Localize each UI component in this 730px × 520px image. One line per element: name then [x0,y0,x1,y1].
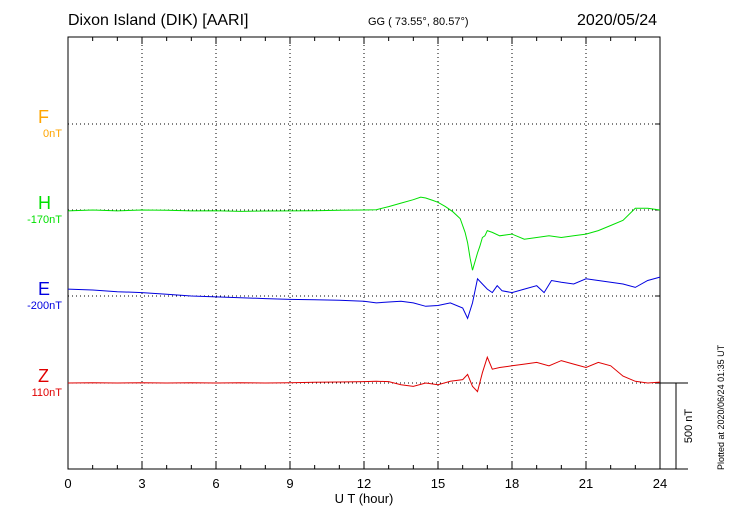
channel-baseline-f: 0nT [43,128,62,140]
channel-label-f: F [38,107,49,127]
x-tick-label: 24 [653,476,667,491]
chart-title: Dixon Island (DIK) [AARI] [68,12,249,29]
channel-label-h: H [38,193,51,213]
x-tick-label: 12 [357,476,371,491]
x-tick-label: 21 [579,476,593,491]
channel-label-z: Z [38,366,49,386]
scale-bar-label: 500 nT [683,409,695,444]
x-tick-label: 6 [212,476,219,491]
x-tick-label: 0 [64,476,71,491]
series-line-h [67,196,661,271]
series-line-e [67,276,661,320]
channel-baseline-h: -170nT [27,214,62,226]
chart-date: 2020/05/24 [577,12,658,29]
plot-credit: Plotted at 2020/06/24 01:35 UT [716,344,726,470]
x-tick-label: 18 [505,476,519,491]
x-tick-label: 3 [138,476,145,491]
channel-baseline-z: 110nT [31,387,62,399]
x-axis-label: U T (hour) [335,491,394,506]
station-coordinates: GG ( 73.55°, 80.57°) [368,16,469,28]
channel-baseline-e: -200nT [27,300,62,312]
x-tick-label: 15 [431,476,445,491]
x-tick-label: 9 [286,476,293,491]
channel-label-e: E [38,279,51,299]
series-line-z [67,355,661,393]
